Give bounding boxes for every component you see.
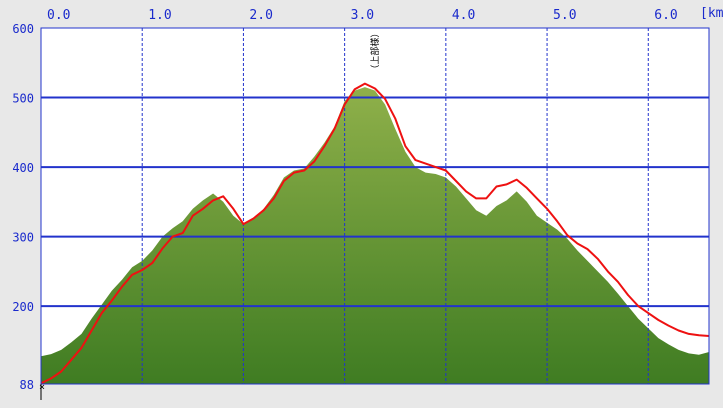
peak-annotation: （上部様）	[369, 29, 381, 74]
y-tick-label-0: 600	[12, 22, 34, 36]
y-tick-label-2: 400	[12, 161, 34, 175]
grid-lines	[41, 28, 709, 384]
x-tick-label-6: 6.0	[654, 8, 677, 23]
x-tick-labels: 0.0 1.0 2.0 3.0 4.0 5.0 6.0	[47, 8, 678, 23]
x-unit-label: [km]	[700, 6, 723, 21]
y-tick-label-5: 88	[20, 378, 34, 392]
y-tick-label-3: 300	[12, 231, 34, 245]
x-tick-label-0: 0.0	[47, 8, 70, 23]
x-tick-label-4: 4.0	[452, 8, 475, 23]
x-tick-label-2: 2.0	[249, 8, 272, 23]
plot-border	[40, 27, 710, 385]
start-marker-glyph: ×	[39, 382, 45, 393]
y-tick-label-4: 200	[12, 300, 34, 314]
elevation-area	[41, 87, 709, 384]
y-tick-labels: 600 500 400 300 200 88	[12, 22, 34, 392]
x-tick-label-3: 3.0	[351, 8, 374, 23]
x-tick-label-1: 1.0	[148, 8, 171, 23]
y-tick-label-1: 500	[12, 92, 34, 106]
track-line	[40, 82, 710, 385]
x-tick-label-5: 5.0	[553, 8, 576, 23]
